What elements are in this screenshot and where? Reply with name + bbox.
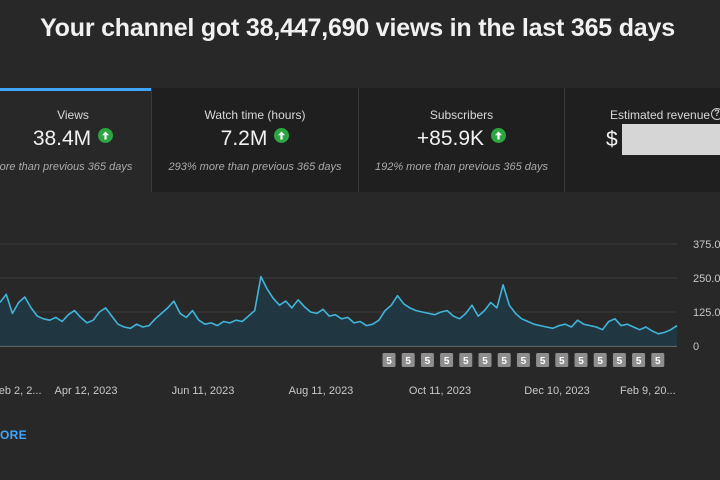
milestone-marker [536,353,550,367]
help-icon[interactable]: ? [711,108,720,120]
milestone-marker [459,353,473,367]
milestone-marker [497,353,511,367]
tab-views-label: Views [57,108,89,122]
milestone-marker [382,353,396,367]
milestone-marker-label: 5 [578,356,584,367]
y-tick-label: 375.0K [693,239,720,251]
see-more-link[interactable]: ORE [0,428,27,442]
milestone-marker-label: 5 [636,356,642,367]
page-headline: Your channel got 38,447,690 views in the… [40,14,675,42]
tab-subscribers-comparison: 192% more than previous 365 days [374,161,549,173]
milestone-marker-label: 5 [386,356,392,367]
tab-watch-time-label: Watch time (hours) [204,108,306,122]
milestone-marker-label: 5 [405,356,411,367]
x-tick-label: Dec 10, 2023 [524,385,589,397]
milestone-marker [478,353,492,367]
x-tick-label: Apr 12, 2023 [55,385,118,397]
tab-views-value: 38.4M [0,127,151,151]
tab-revenue-value: $ [606,128,618,151]
x-tick-label: Aug 11, 2023 [289,385,354,397]
milestone-marker-label: 5 [425,356,431,367]
milestone-marker-label: 5 [444,356,450,367]
tab-divider [564,88,565,192]
tab-watch-time-value: 7.2M [152,127,358,151]
milestone-marker-label: 5 [482,356,488,367]
trend-up-icon [274,128,290,143]
trend-up-icon [491,128,507,143]
metric-tabs: Views 38.4M ore than previous 365 days W… [0,88,720,192]
milestone-marker [440,353,454,367]
x-tick-label: Feb 9, 20... [620,385,676,397]
tab-views-comparison: ore than previous 365 days [0,161,133,173]
y-tick-label: 250.0K [693,273,720,285]
tab-watch-time-comparison: 293% more than previous 365 days [168,161,342,173]
tab-subscribers-value: +85.9K [359,127,564,151]
milestone-marker-label: 5 [655,356,661,367]
milestone-marker-label: 5 [559,356,565,367]
tab-subscribers[interactable]: Subscribers +85.9K 192% more than previo… [359,88,564,192]
milestone-marker [574,353,588,367]
x-tick-label: Oct 11, 2023 [409,385,471,397]
views-chart[interactable]: 375.0K 250.0K 125.0K 0 5 5 5 5 5 5 5 5 5 5 5 5 5 5 5 Feb 2,… [0,232,720,402]
milestone-marker-label: 5 [463,356,469,367]
milestone-marker [612,353,626,367]
tab-subscribers-number: +85.9K [416,127,485,150]
tab-views-number: 38.4M [32,127,92,150]
milestone-marker [632,353,646,367]
x-tick-label: Jun 11, 2023 [172,385,235,397]
milestone-marker-label: 5 [597,356,603,367]
milestone-marker [593,353,607,367]
series-area [0,276,677,346]
y-tick-label: 125.0K [693,307,720,319]
trend-up-icon [98,128,114,143]
milestone-marker-label: 5 [521,356,527,367]
tab-watch-time-number: 7.2M [220,127,268,150]
tab-subscribers-label: Subscribers [429,108,494,122]
milestone-marker [555,353,569,367]
x-tick-label: Feb 2, 2... [0,385,42,397]
milestone-marker [651,353,665,367]
y-tick-label: 0 [693,341,699,353]
tab-watch-time[interactable]: Watch time (hours) 7.2M 293% more than p… [152,88,358,192]
tab-views[interactable]: Views 38.4M ore than previous 365 days [0,88,151,192]
redacted-revenue-block [622,124,720,155]
tab-revenue-label: Estimated revenue [610,108,711,122]
milestone-marker [420,353,434,367]
milestone-marker-label: 5 [501,356,507,367]
milestone-marker-label: 5 [540,356,546,367]
series-line [0,275,678,335]
milestone-marker [401,353,415,367]
milestone-marker [516,353,530,367]
milestone-marker-label: 5 [617,356,623,367]
tab-divider [358,88,359,192]
tab-divider [151,88,152,192]
